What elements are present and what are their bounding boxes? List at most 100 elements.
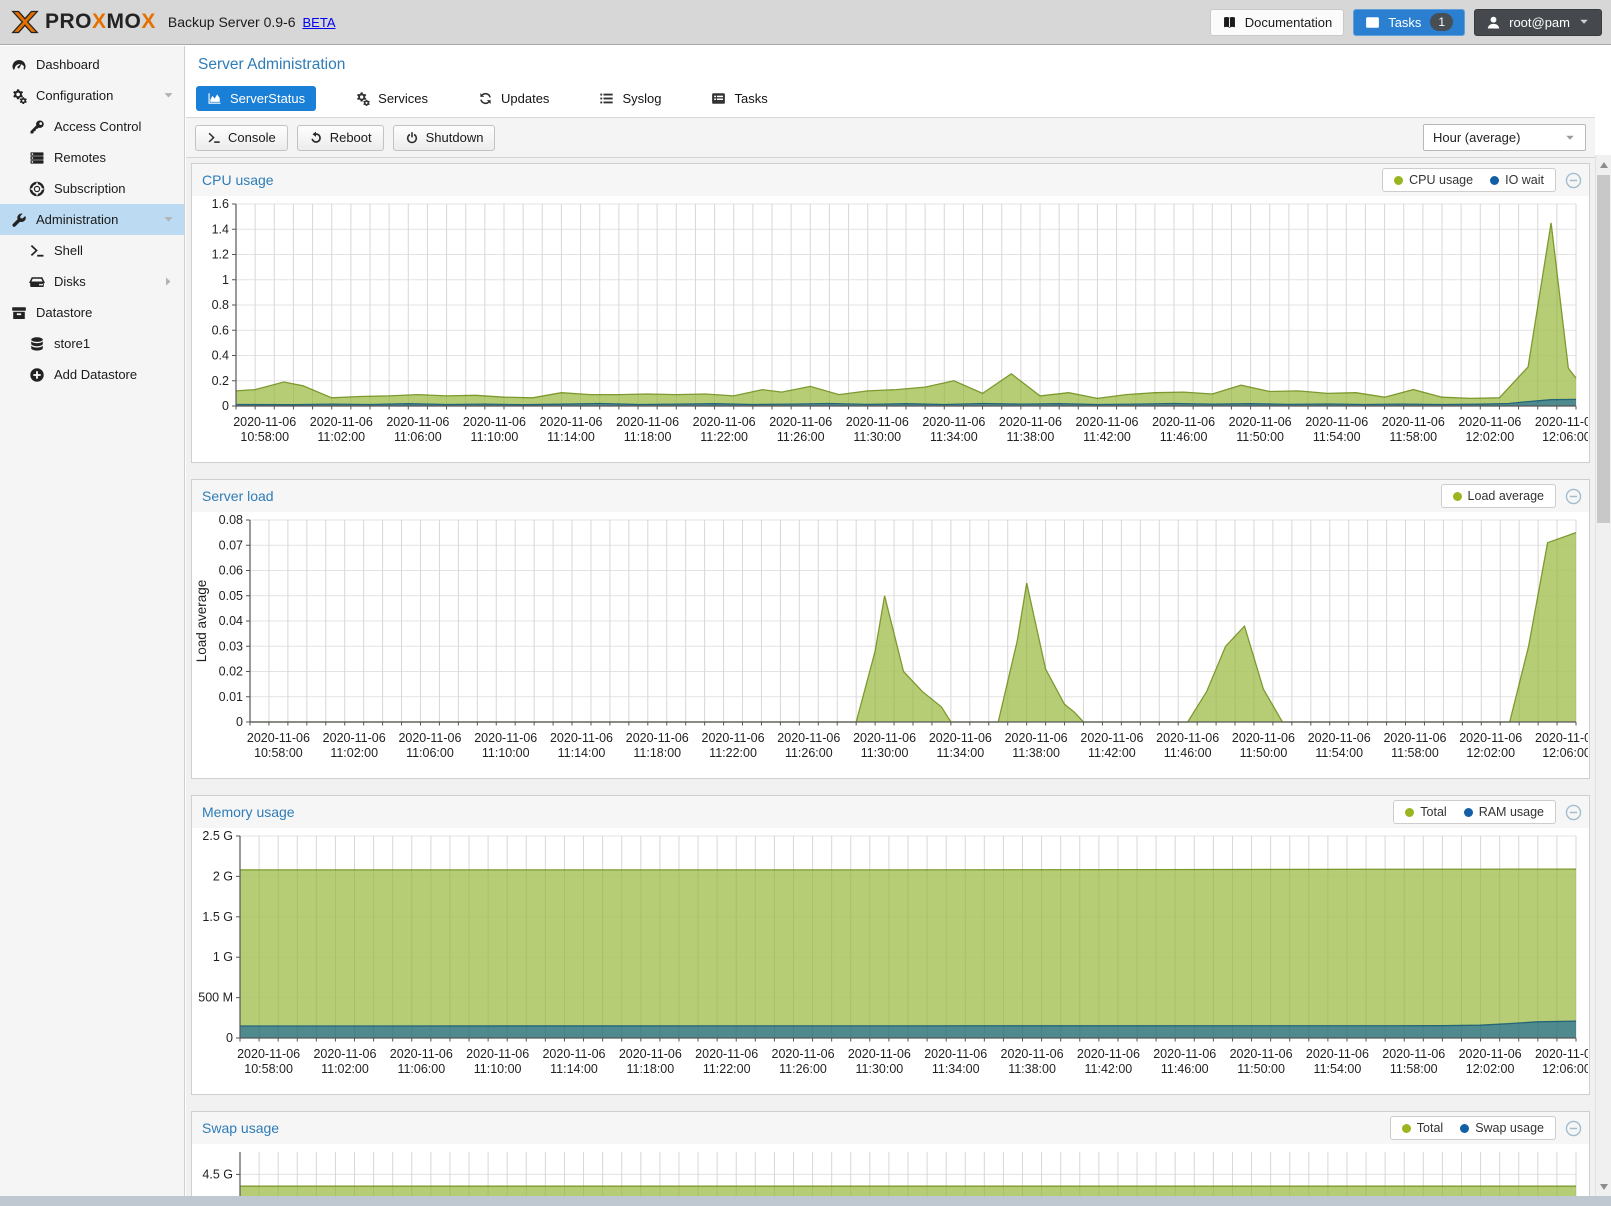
tab-services[interactable]: Services <box>344 86 439 111</box>
scroll-up-arrow[interactable] <box>1596 157 1611 172</box>
svg-text:11:54:00: 11:54:00 <box>1313 430 1361 444</box>
swap-usage-legend: Total Swap usage <box>1389 1116 1556 1140</box>
database-icon <box>29 336 45 352</box>
sidebar-item-store1[interactable]: store1 <box>0 328 184 359</box>
svg-text:2.5 G: 2.5 G <box>202 829 233 843</box>
chevron-down-icon <box>1564 132 1576 144</box>
svg-text:12:06:00: 12:06:00 <box>1542 1062 1588 1076</box>
charts-area: CPU usage CPU usage IO wait 0 0.2 0.4 0.6 0.8… <box>186 158 1595 1196</box>
svg-text:0.05: 0.05 <box>219 589 243 603</box>
collapse-panel-icon[interactable] <box>1565 1120 1582 1137</box>
main-content: Server Administration ServerStatus Servi… <box>186 46 1595 1196</box>
svg-text:11:26:00: 11:26:00 <box>785 746 833 760</box>
svg-text:2020-11-06: 2020-11-06 <box>550 731 613 745</box>
vertical-scrollbar[interactable] <box>1595 155 1611 1196</box>
sidebar-item-remotes[interactable]: Remotes <box>0 142 184 173</box>
sidebar: Dashboard Configuration Access Control R… <box>0 46 185 1196</box>
tab-serverstatus[interactable]: ServerStatus <box>196 86 317 111</box>
proxmox-brand: PROXMOX <box>9 8 156 36</box>
bottom-strip <box>0 1196 1611 1206</box>
svg-text:11:54:00: 11:54:00 <box>1314 1062 1362 1076</box>
sidebar-item-subscription[interactable]: Subscription <box>0 173 184 204</box>
refresh-icon <box>478 91 493 106</box>
svg-text:11:38:00: 11:38:00 <box>1012 746 1060 760</box>
reboot-button[interactable]: Reboot <box>296 124 384 151</box>
cpu-usage-panel: CPU usage CPU usage IO wait 0 0.2 0.4 0.6 0.8… <box>191 163 1590 463</box>
legend-item[interactable]: CPU usage <box>1394 173 1473 187</box>
svg-text:11:26:00: 11:26:00 <box>779 1062 827 1076</box>
svg-text:11:38:00: 11:38:00 <box>1007 430 1055 444</box>
sidebar-item-disks[interactable]: Disks <box>0 266 184 297</box>
svg-text:0: 0 <box>226 1031 233 1045</box>
svg-text:0.2: 0.2 <box>212 374 229 388</box>
svg-text:0: 0 <box>236 715 243 729</box>
svg-text:11:10:00: 11:10:00 <box>474 1062 522 1076</box>
svg-text:10:58:00: 10:58:00 <box>240 430 289 444</box>
sidebar-item-shell[interactable]: Shell <box>0 235 184 266</box>
svg-text:11:50:00: 11:50:00 <box>1237 1062 1285 1076</box>
user-label: root@pam <box>1509 14 1570 30</box>
legend-item[interactable]: Total <box>1405 805 1447 819</box>
tab-tasks[interactable]: Tasks <box>700 86 778 111</box>
svg-text:11:58:00: 11:58:00 <box>1390 1062 1438 1076</box>
svg-text:2020-11-06: 2020-11-06 <box>922 415 985 429</box>
collapse-panel-icon[interactable] <box>1565 804 1582 821</box>
gears-icon <box>11 88 27 104</box>
legend-item[interactable]: RAM usage <box>1463 805 1544 819</box>
cpu-usage-legend: CPU usage IO wait <box>1382 168 1556 192</box>
swap-usage-panel: Swap usage Total Swap usage 4.5 G 4 G <box>191 1111 1590 1196</box>
tab-syslog[interactable]: Syslog <box>588 86 672 111</box>
task-list-icon <box>1365 15 1380 30</box>
memory-usage-legend: Total RAM usage <box>1393 800 1556 824</box>
list-alt-icon <box>711 91 726 106</box>
user-menu-button[interactable]: root@pam <box>1474 8 1602 36</box>
svg-text:11:22:00: 11:22:00 <box>703 1062 751 1076</box>
chevron-down-icon[interactable] <box>162 213 175 226</box>
server-toolbar: Console Reboot Shutdown Hour (average) <box>186 118 1595 158</box>
collapse-panel-icon[interactable] <box>1565 172 1582 189</box>
shutdown-button[interactable]: Shutdown <box>392 124 496 151</box>
life-ring-icon <box>29 181 45 197</box>
svg-text:11:42:00: 11:42:00 <box>1088 746 1136 760</box>
svg-text:2020-11-06: 2020-11-06 <box>695 1047 758 1061</box>
svg-text:Load average: Load average <box>194 580 209 663</box>
svg-text:2020-11-06: 2020-11-06 <box>1152 415 1215 429</box>
sidebar-item-administration[interactable]: Administration <box>0 204 184 235</box>
sidebar-item-add-datastore[interactable]: Add Datastore <box>0 359 184 390</box>
svg-text:2020-11-06: 2020-11-06 <box>619 1047 682 1061</box>
time-range-select[interactable]: Hour (average) <box>1423 124 1586 151</box>
key-icon <box>29 119 45 135</box>
documentation-button[interactable]: Documentation <box>1209 8 1345 36</box>
tab-updates[interactable]: Updates <box>467 86 560 111</box>
power-icon <box>405 131 419 145</box>
svg-text:2020-11-06: 2020-11-06 <box>1232 731 1295 745</box>
cpu-usage-chart: 00.20.40.60.811.21.41.62020-11-0610:58:0… <box>192 196 1588 462</box>
svg-text:2020-11-06: 2020-11-06 <box>1382 415 1445 429</box>
tasks-button[interactable]: Tasks 1 <box>1353 8 1466 36</box>
chevron-down-icon[interactable] <box>162 89 175 102</box>
legend-item[interactable]: Load average <box>1452 489 1544 503</box>
svg-text:12:06:00: 12:06:00 <box>1542 430 1588 444</box>
svg-text:1 G: 1 G <box>213 950 233 964</box>
chevron-right-icon[interactable] <box>162 275 175 288</box>
wrench-icon <box>11 212 27 228</box>
beta-link[interactable]: BETA <box>302 14 336 30</box>
gauge-icon <box>11 57 27 73</box>
svg-text:0.01: 0.01 <box>219 690 243 704</box>
legend-item[interactable]: Swap usage <box>1460 1121 1544 1135</box>
legend-item[interactable]: IO wait <box>1490 173 1544 187</box>
sidebar-item-dashboard[interactable]: Dashboard <box>0 49 184 80</box>
svg-text:11:30:00: 11:30:00 <box>856 1062 904 1076</box>
console-button[interactable]: Console <box>195 124 288 151</box>
sidebar-item-access-control[interactable]: Access Control <box>0 111 184 142</box>
svg-text:2020-11-06: 2020-11-06 <box>1535 1047 1588 1061</box>
collapse-panel-icon[interactable] <box>1565 488 1582 505</box>
sidebar-item-configuration[interactable]: Configuration <box>0 80 184 111</box>
svg-text:11:46:00: 11:46:00 <box>1161 1062 1209 1076</box>
svg-text:2020-11-06: 2020-11-06 <box>323 731 386 745</box>
legend-item[interactable]: Total <box>1401 1121 1443 1135</box>
scroll-down-arrow[interactable] <box>1596 1179 1611 1194</box>
svg-text:11:06:00: 11:06:00 <box>394 430 442 444</box>
sidebar-item-datastore[interactable]: Datastore <box>0 297 184 328</box>
scrollbar-thumb[interactable] <box>1597 175 1610 523</box>
